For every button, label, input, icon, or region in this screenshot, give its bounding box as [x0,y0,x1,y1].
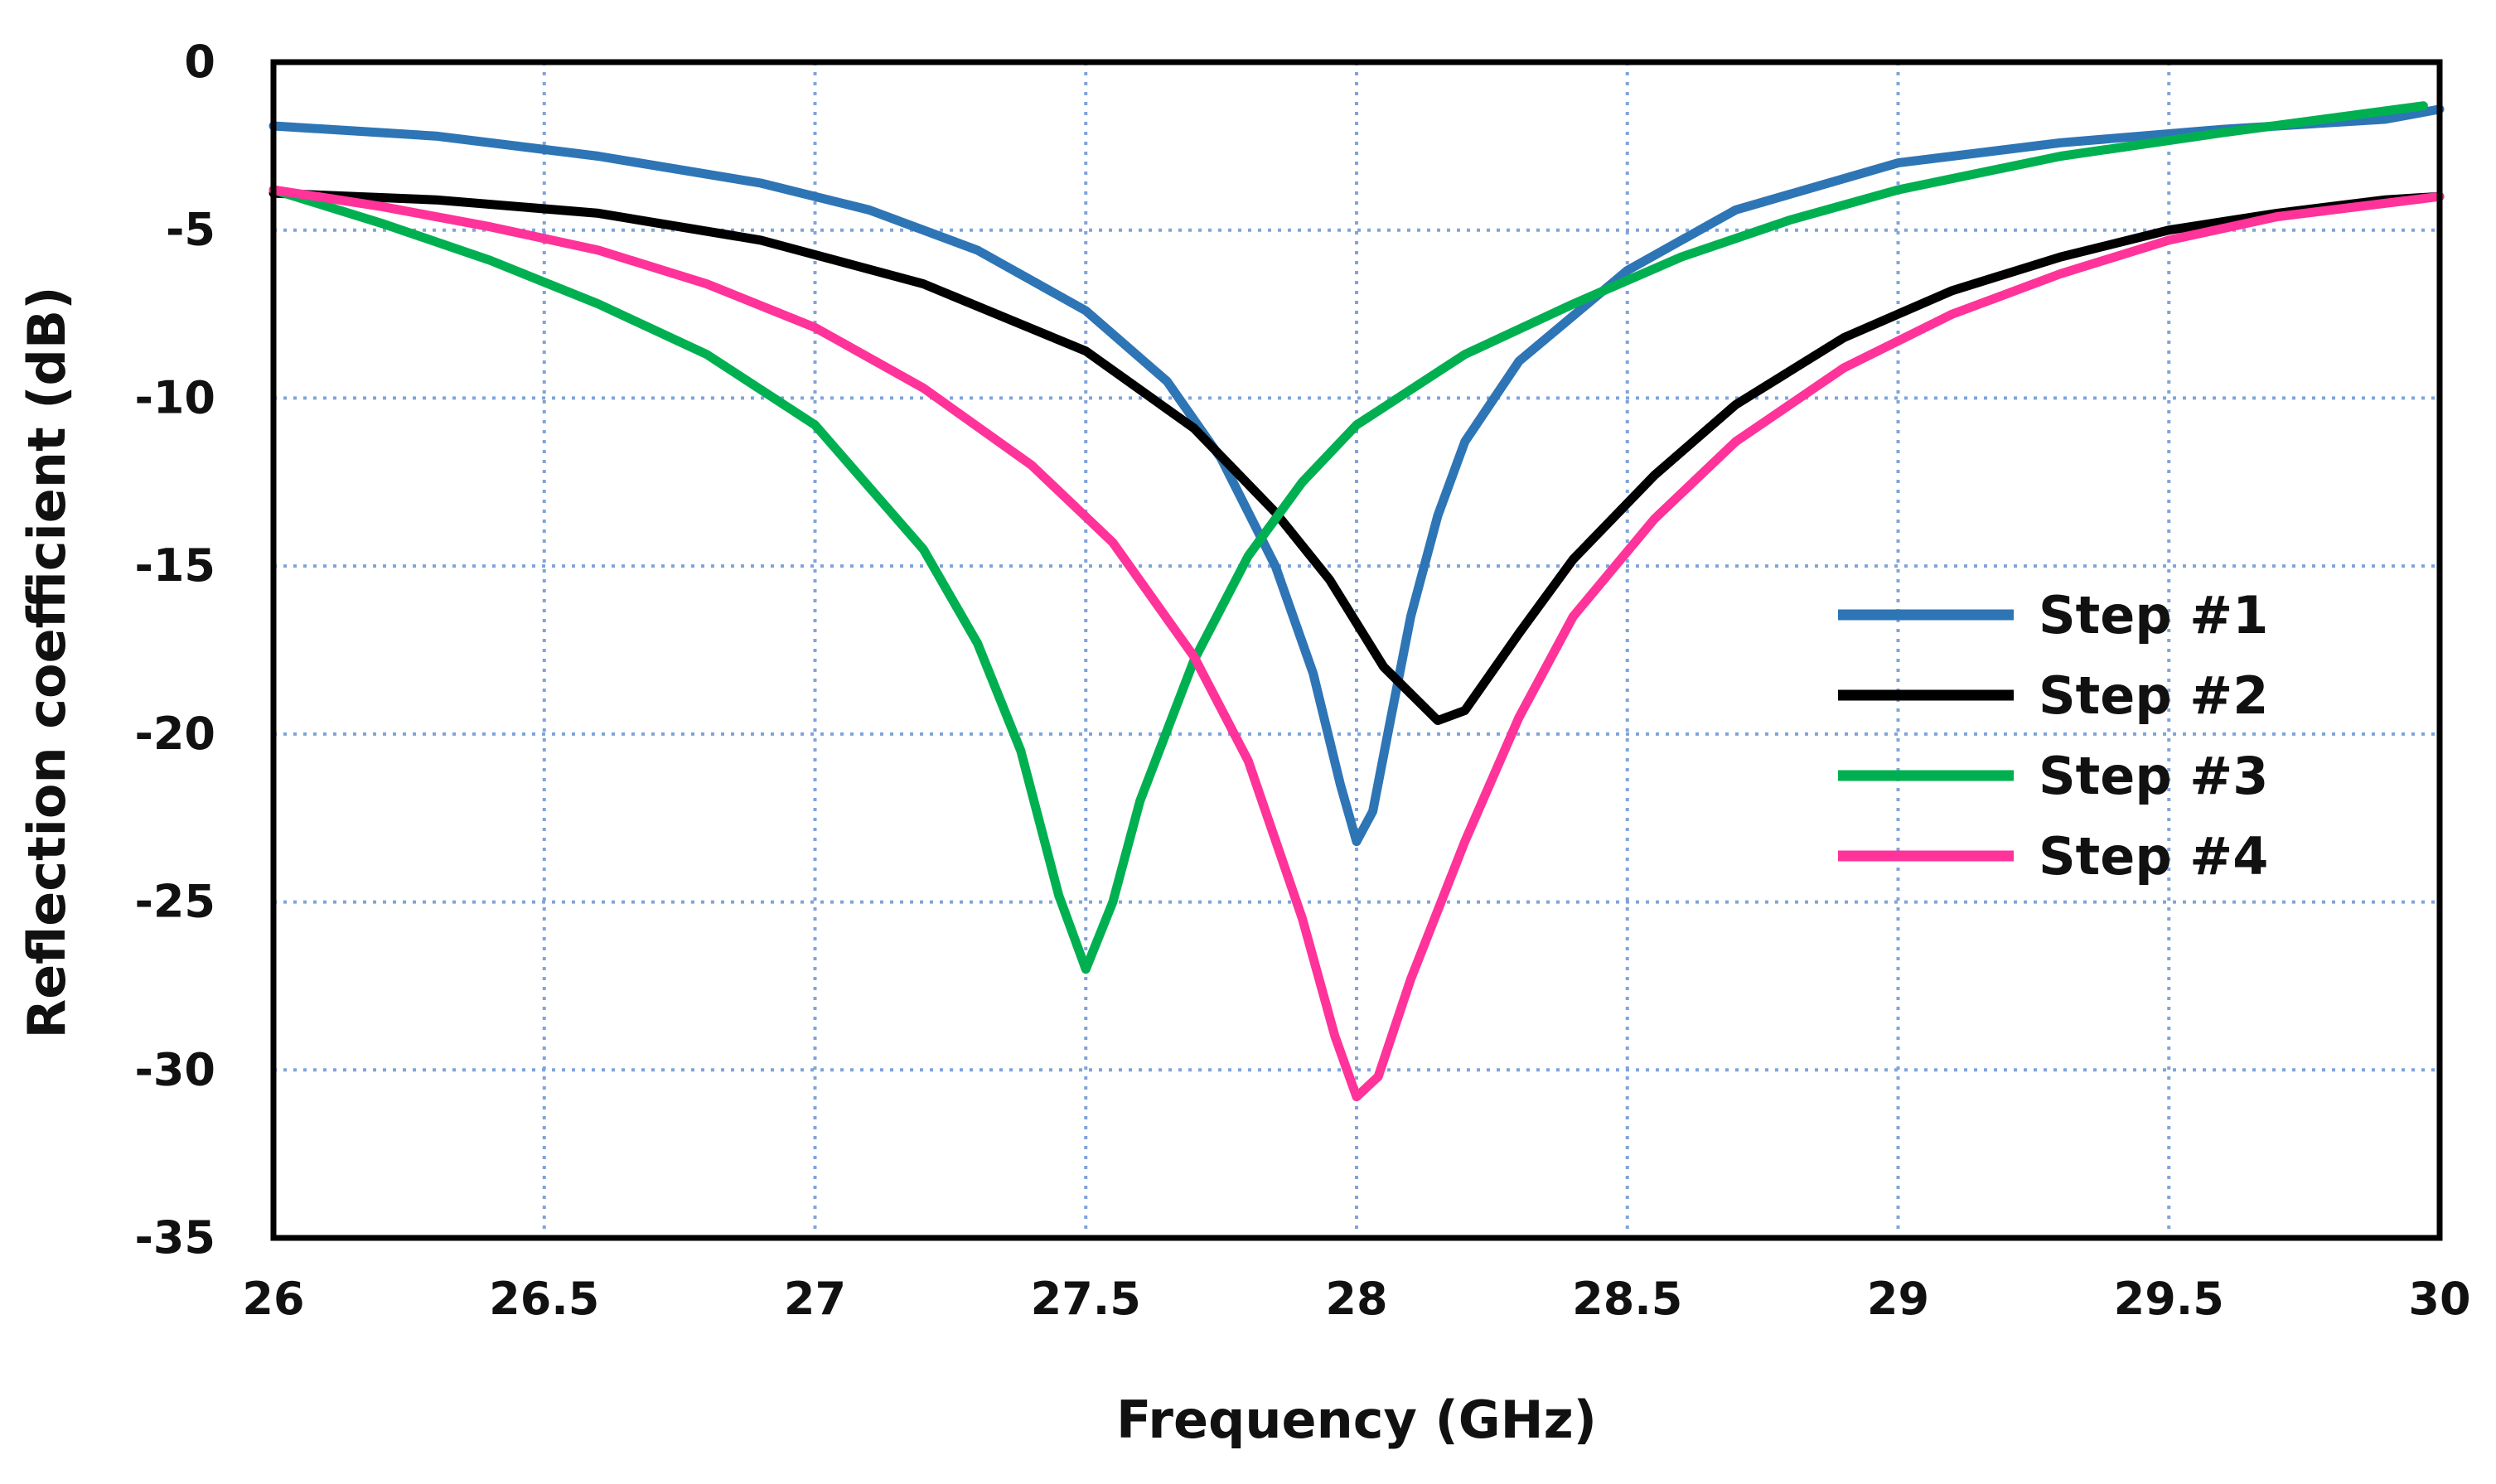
series-line-step-1 [268,104,2445,847]
plot-area-frame [270,59,2443,1241]
x-tick-label: 26.5 [489,1273,599,1325]
y-tick-label: -25 [134,876,215,928]
x-tick-label: 30 [2408,1273,2470,1325]
tick-labels: 26 26.5 27 27.5 28 28.5 29 29.5 30 0 -5 -10 -15 -20 -2… [134,36,2470,1325]
x-tick-label: 26 [242,1273,304,1325]
x-tick-label: 29 [1867,1273,1929,1325]
x-tick-label: 28.5 [1572,1273,1682,1325]
y-tick-label: -10 [134,371,215,423]
x-tick-label: 29.5 [2114,1273,2224,1325]
series-line-step-4 [268,185,2445,1102]
legend-label-step-1: Step #1 [2039,585,2268,645]
y-tick-label: 0 [184,36,215,88]
y-tick-label: -30 [134,1043,215,1095]
series-line-step-2 [268,188,2445,726]
x-tick-label: 28 [1325,1273,1387,1325]
x-tick-label: 27.5 [1031,1273,1141,1325]
x-axis-title: Frequency (GHz) [1116,1390,1597,1450]
y-axis-title: Reflection coefficient (dB) [17,286,77,1038]
y-tick-label: -35 [134,1211,215,1264]
grid [273,62,2440,1238]
legend-label-step-2: Step #2 [2039,665,2268,726]
y-tick-label: -5 [166,204,215,256]
legend-label-step-4: Step #4 [2039,826,2268,887]
y-tick-label: -15 [134,539,215,592]
legend-label-step-3: Step #3 [2039,746,2268,806]
series-layer [268,101,2445,1102]
legend: Step #1 Step #2 Step #3 Step #4 [1838,585,2268,887]
x-tick-label: 27 [784,1273,846,1325]
series-line-step-3 [268,101,2428,974]
y-tick-label: -20 [134,708,215,760]
